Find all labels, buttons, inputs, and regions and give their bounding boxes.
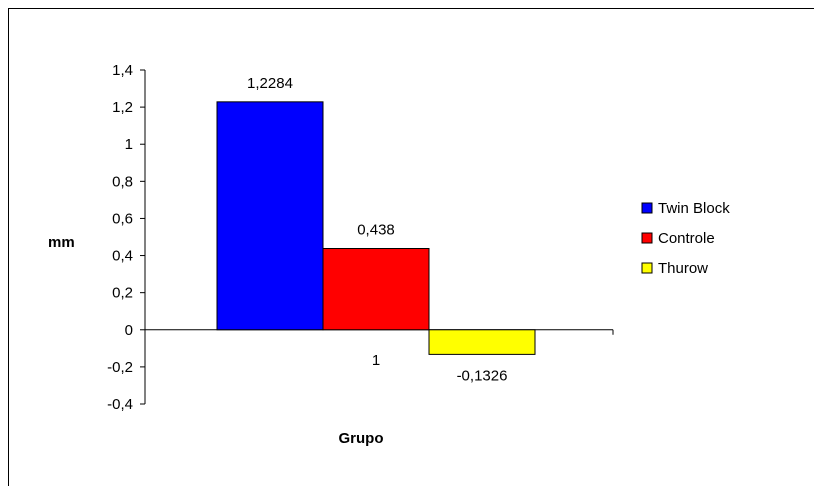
y-tick-label: 1,2 bbox=[112, 99, 133, 116]
y-tick-label: -0,2 bbox=[107, 359, 133, 376]
y-tick-label: 0 bbox=[125, 322, 133, 339]
data-label: 0,438 bbox=[357, 222, 395, 239]
legend-swatch bbox=[641, 202, 653, 214]
legend: Twin Block Controle Thurow bbox=[641, 200, 730, 277]
legend-label: Twin Block bbox=[658, 200, 730, 217]
bar bbox=[322, 248, 430, 331]
legend-swatch bbox=[641, 262, 653, 274]
x-axis-title: Grupo bbox=[339, 430, 384, 447]
data-label: -0,1326 bbox=[457, 367, 508, 384]
labels: 1,2284 0,438 -0,1326 1 bbox=[247, 75, 507, 385]
bars bbox=[216, 101, 536, 355]
bar bbox=[428, 329, 536, 355]
y-axis-title: mm bbox=[48, 234, 75, 251]
y-tick-label: -0,4 bbox=[107, 396, 133, 413]
legend-label: Controle bbox=[658, 230, 715, 247]
category-label: 1 bbox=[372, 352, 380, 369]
legend-label: Thurow bbox=[658, 260, 708, 277]
legend-swatch bbox=[641, 232, 653, 244]
y-tick-label: 1 bbox=[125, 136, 133, 153]
y-tick-label: 0,2 bbox=[112, 285, 133, 302]
y-tick-label: 1,4 bbox=[112, 62, 133, 79]
chart-frame bbox=[8, 8, 814, 486]
y-tick-label: 0,6 bbox=[112, 210, 133, 227]
data-label: 1,2284 bbox=[247, 75, 293, 92]
y-tick-label: 0,8 bbox=[112, 173, 133, 190]
bar bbox=[216, 101, 324, 331]
y-tick-label: 0,4 bbox=[112, 248, 133, 265]
